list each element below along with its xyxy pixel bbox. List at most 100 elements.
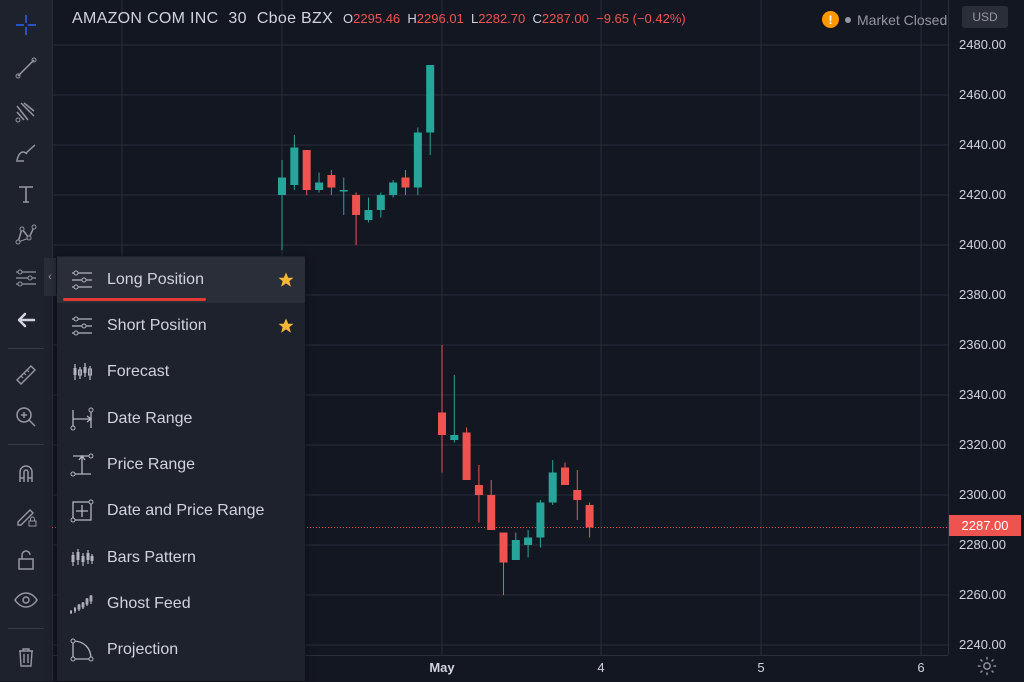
candle-body[interactable] (474, 485, 483, 495)
candle-body[interactable] (548, 472, 557, 503)
time-tick-label: 4 (597, 660, 605, 675)
interval[interactable]: 30 (228, 10, 247, 27)
candle-body[interactable] (315, 182, 324, 191)
price-tick-label: 2460.00 (959, 87, 1006, 102)
close-label: C (532, 11, 542, 26)
projection-icon (67, 635, 97, 665)
price-tick-label: 2420.00 (959, 187, 1006, 202)
favorite-star-icon[interactable] (277, 317, 295, 335)
open-value: 2295.46 (353, 11, 401, 26)
candle-body[interactable] (413, 132, 422, 188)
candle-body[interactable] (376, 195, 385, 210)
price-tick-label: 2360.00 (959, 337, 1006, 352)
candle-body[interactable] (499, 532, 508, 563)
candle-body[interactable] (302, 150, 311, 190)
eye-icon[interactable] (0, 580, 52, 620)
price-axis[interactable]: 2480.00 2460.00 2440.00 2420.00 2400.00 2380.… (948, 0, 1024, 655)
ohlc-values: O2295.46 H2296.01 L2282.70 C2287.00 −9.6… (343, 11, 686, 26)
prediction-measure-icon[interactable] (0, 258, 52, 298)
price-tick-label: 2400.00 (959, 237, 1006, 252)
menu-item-ghost-feed[interactable]: Ghost Feed (57, 581, 305, 627)
candle-body[interactable] (573, 490, 582, 500)
flyout-arrow-icon[interactable]: ‹ (44, 258, 56, 296)
price-tick-label: 2240.00 (959, 637, 1006, 652)
text-icon[interactable] (0, 174, 52, 214)
trash-icon[interactable] (0, 637, 52, 677)
candle-body[interactable] (585, 505, 594, 528)
low-label: L (471, 11, 479, 26)
menu-item-long-position[interactable]: Long Position (57, 257, 305, 303)
candle-body[interactable] (401, 177, 410, 188)
favorite-star-icon[interactable] (277, 271, 295, 289)
prediction-tools-menu: Long Position Short Position Forecast Da… (57, 256, 305, 681)
ghost-feed-icon (67, 589, 97, 619)
candle-body[interactable] (364, 210, 373, 220)
date-range-icon (67, 404, 97, 434)
symbol-legend[interactable]: AMAZON COM INC 30 Cboe BZX O2295.46 H229… (72, 10, 686, 28)
market-status-text: Market Closed (857, 11, 948, 28)
candle-body[interactable] (327, 175, 336, 188)
candle-body[interactable] (290, 147, 299, 186)
candle-body[interactable] (487, 495, 496, 530)
high-value: 2296.01 (416, 11, 464, 26)
zoom-in-icon[interactable] (0, 397, 52, 437)
toolbar-divider (8, 348, 44, 349)
candle-body[interactable] (278, 177, 286, 196)
menu-item-short-position[interactable]: Short Position (57, 303, 305, 349)
trendline-icon[interactable] (0, 48, 52, 88)
menu-item-projection[interactable]: Projection (57, 627, 305, 673)
price-tick-label: 2300.00 (959, 487, 1006, 502)
highlight-underline (63, 298, 206, 301)
lock-drawing-icon[interactable] (0, 496, 52, 536)
candle-body[interactable] (561, 467, 569, 486)
candle-body[interactable] (462, 432, 471, 481)
toolbar-divider (8, 628, 44, 629)
magnet-icon[interactable] (0, 454, 52, 494)
market-status: ! Market Closed (822, 11, 947, 28)
menu-item-label: Forecast (107, 363, 170, 380)
menu-item-label: Date Range (107, 410, 193, 427)
low-value: 2282.70 (478, 11, 526, 26)
forecast-icon (67, 357, 97, 387)
menu-item-price-range[interactable]: Price Range (57, 442, 305, 488)
candle-body[interactable] (438, 412, 446, 436)
menu-item-date-and-price-range[interactable]: Date and Price Range (57, 488, 305, 534)
back-arrow-icon[interactable] (0, 300, 52, 340)
time-tick-label: 5 (757, 660, 765, 675)
short-position-icon (67, 311, 97, 341)
crosshair-icon[interactable] (0, 5, 52, 45)
price-tick-label: 2260.00 (959, 587, 1006, 602)
settings-gear-icon[interactable] (976, 655, 998, 677)
price-tick-label: 2340.00 (959, 387, 1006, 402)
menu-item-label: Bars Pattern (107, 549, 196, 566)
candle-body[interactable] (352, 195, 361, 215)
brush-icon[interactable] (0, 133, 52, 173)
ruler-icon[interactable] (0, 355, 52, 395)
menu-item-bars-pattern[interactable]: Bars Pattern (57, 535, 305, 581)
pattern-icon[interactable] (0, 215, 52, 255)
currency-button[interactable]: USD (962, 6, 1008, 28)
time-axis[interactable]: May 4 5 6 (52, 655, 948, 682)
change-value: −9.65 (−0.42%) (596, 11, 686, 26)
drawing-toolbar (0, 0, 53, 681)
pitchfork-icon[interactable] (0, 92, 52, 132)
candle-body[interactable] (450, 435, 459, 440)
candle-body[interactable] (511, 540, 520, 560)
price-tick-label: 2280.00 (959, 537, 1006, 552)
toolbar-divider (8, 444, 44, 445)
menu-item-date-range[interactable]: Date Range (57, 396, 305, 442)
candle-body[interactable] (389, 182, 398, 196)
high-label: H (407, 11, 417, 26)
price-tick-label: 2440.00 (959, 137, 1006, 152)
menu-item-forecast[interactable]: Forecast (57, 349, 305, 395)
candle-body[interactable] (524, 537, 533, 546)
candle-body[interactable] (339, 190, 348, 192)
bars-pattern-icon (67, 543, 97, 573)
warning-icon[interactable]: ! (822, 11, 839, 28)
unlock-icon[interactable] (0, 540, 52, 580)
candle-body[interactable] (536, 502, 545, 538)
symbol-name[interactable]: AMAZON COM INC (72, 10, 219, 27)
time-tick-label: May (429, 660, 455, 675)
menu-item-label: Long Position (107, 271, 204, 288)
candle-body[interactable] (426, 65, 435, 133)
